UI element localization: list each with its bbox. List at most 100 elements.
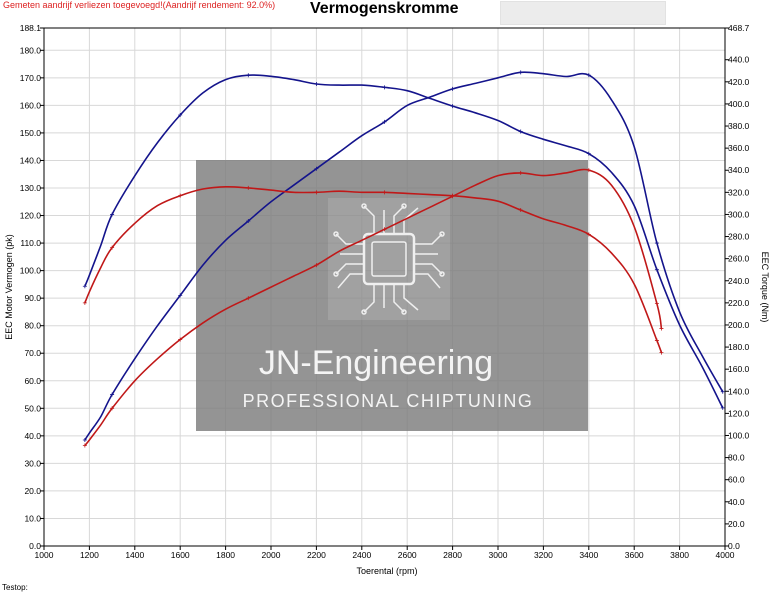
- y-left-tick-label: 170.0: [20, 73, 42, 83]
- y-right-tick-label: 240.0: [728, 276, 750, 286]
- data-point-red-power: [178, 337, 183, 342]
- data-point-blue-torque: [110, 212, 115, 217]
- x-tick-label: 3200: [534, 550, 553, 560]
- y-right-tick-label: 120.0: [728, 408, 750, 418]
- y-right-tick-label: 380.0: [728, 121, 750, 131]
- x-tick-label: 1200: [80, 550, 99, 560]
- y-right-tick-label: 0.0: [728, 541, 740, 551]
- y-right-tick-label: 180.0: [728, 342, 750, 352]
- x-tick-label: 1800: [216, 550, 235, 560]
- y-left-tick-label: 188.1: [20, 23, 42, 33]
- data-point-blue-power: [314, 166, 319, 171]
- footer-label: Testop:: [2, 583, 28, 592]
- data-point-red-torque: [314, 190, 319, 195]
- data-point-blue-torque: [178, 112, 183, 117]
- x-tick-label: 2000: [262, 550, 281, 560]
- series-line-red-torque: [84, 185, 663, 353]
- data-point-red-power: [518, 170, 523, 175]
- data-point-blue-torque: [518, 129, 523, 134]
- data-point-red-torque: [654, 338, 659, 343]
- y-left-tick-label: 110.0: [20, 238, 41, 248]
- data-point-blue-torque: [382, 85, 387, 90]
- data-point-blue-power: [450, 86, 455, 91]
- y-right-tick-label: 100.0: [728, 430, 750, 440]
- series-line-blue-power: [84, 71, 724, 441]
- x-tick-label: 2200: [307, 550, 326, 560]
- y-left-tick-label: 70.0: [24, 348, 41, 358]
- y-left-tick-label: 0.0: [29, 541, 41, 551]
- data-point-blue-torque: [314, 82, 319, 87]
- y-right-tick-label: 140.0: [728, 386, 750, 396]
- y-right-tick-label: 440.0: [728, 55, 750, 65]
- x-tick-label: 1000: [35, 550, 54, 560]
- y-left-tick-label: 10.0: [24, 513, 41, 523]
- data-point-red-torque: [659, 350, 664, 355]
- y-right-tick-label: 160.0: [728, 364, 750, 374]
- data-point-red-power: [659, 326, 664, 331]
- y-right-tick-label: 260.0: [728, 254, 750, 264]
- x-tick-label: 1400: [125, 550, 144, 560]
- y-left-tick-label: 160.0: [20, 100, 42, 110]
- y-left-tick-label: 90.0: [24, 293, 41, 303]
- data-point-red-torque: [382, 190, 387, 195]
- x-tick-label: 1600: [171, 550, 190, 560]
- data-point-red-power: [82, 443, 87, 448]
- y-left-tick-label: 180.0: [20, 45, 42, 55]
- data-point-blue-power: [110, 392, 115, 397]
- y-left-tick-label: 30.0: [24, 458, 41, 468]
- drive-loss-note: Gemeten aandrijf verliezen toegevoegd!(A…: [3, 0, 276, 10]
- data-point-blue-torque: [654, 267, 659, 272]
- x-axis-label: Toerental (rpm): [356, 566, 417, 576]
- y-axis-left-label: EEC Motor Vermogen (pk): [4, 234, 14, 340]
- data-point-red-power: [654, 301, 659, 306]
- x-tick-label: 3600: [625, 550, 644, 560]
- data-point-blue-power: [382, 119, 387, 124]
- y-right-tick-label: 60.0: [728, 475, 745, 485]
- data-point-blue-torque: [720, 405, 725, 410]
- data-point-blue-power: [586, 73, 591, 78]
- circuit-chip-icon: [328, 198, 450, 320]
- data-point-red-power: [382, 227, 387, 232]
- data-point-red-torque: [110, 245, 115, 250]
- y-left-tick-label: 120.0: [20, 211, 42, 221]
- data-point-red-torque: [450, 193, 455, 198]
- data-point-blue-power: [518, 70, 523, 75]
- x-tick-label: 3000: [489, 550, 508, 560]
- data-point-red-power: [314, 263, 319, 268]
- x-tick-label: 2600: [398, 550, 417, 560]
- y-right-tick-label: 200.0: [728, 320, 750, 330]
- y-left-tick-label: 80.0: [24, 321, 41, 331]
- y-right-tick-label: 420.0: [728, 77, 750, 87]
- axis-ticks: 1000 1200 1400 1600 1800 2000 2200 2400 2600 2800…: [20, 23, 750, 560]
- data-point-red-torque: [82, 300, 87, 305]
- y-right-tick-label: 360.0: [728, 143, 750, 153]
- data-point-blue-power: [178, 293, 183, 298]
- series-lines: [82, 70, 725, 448]
- y-left-tick-label: 20.0: [24, 486, 41, 496]
- data-point-blue-power: [720, 389, 725, 394]
- y-right-tick-label: 40.0: [728, 497, 745, 507]
- x-tick-label: 2800: [443, 550, 462, 560]
- y-right-tick-label: 320.0: [728, 187, 750, 197]
- x-tick-label: 3800: [670, 550, 689, 560]
- data-point-blue-torque: [82, 284, 87, 289]
- data-point-blue-power: [654, 241, 659, 246]
- data-point-blue-power: [82, 437, 87, 442]
- y-left-tick-label: 40.0: [24, 431, 41, 441]
- watermark-panel: [196, 160, 588, 431]
- y-right-tick-label: 80.0: [728, 453, 745, 463]
- y-left-tick-label: 60.0: [24, 376, 41, 386]
- data-point-blue-torque: [450, 104, 455, 109]
- data-point-red-power: [586, 168, 591, 173]
- watermark-brand: JN-Engineering: [259, 344, 493, 382]
- chart-title: Vermogenskromme: [310, 0, 459, 17]
- y-right-tick-label: 20.0: [728, 519, 745, 529]
- data-point-red-torque: [518, 208, 523, 213]
- x-tick-label: 4000: [716, 550, 735, 560]
- data-point-blue-torque: [586, 151, 591, 156]
- plot-frame: [43, 27, 726, 547]
- y-right-tick-label: 400.0: [728, 99, 750, 109]
- data-point-red-power: [246, 296, 251, 301]
- y-left-tick-label: 100.0: [20, 266, 42, 276]
